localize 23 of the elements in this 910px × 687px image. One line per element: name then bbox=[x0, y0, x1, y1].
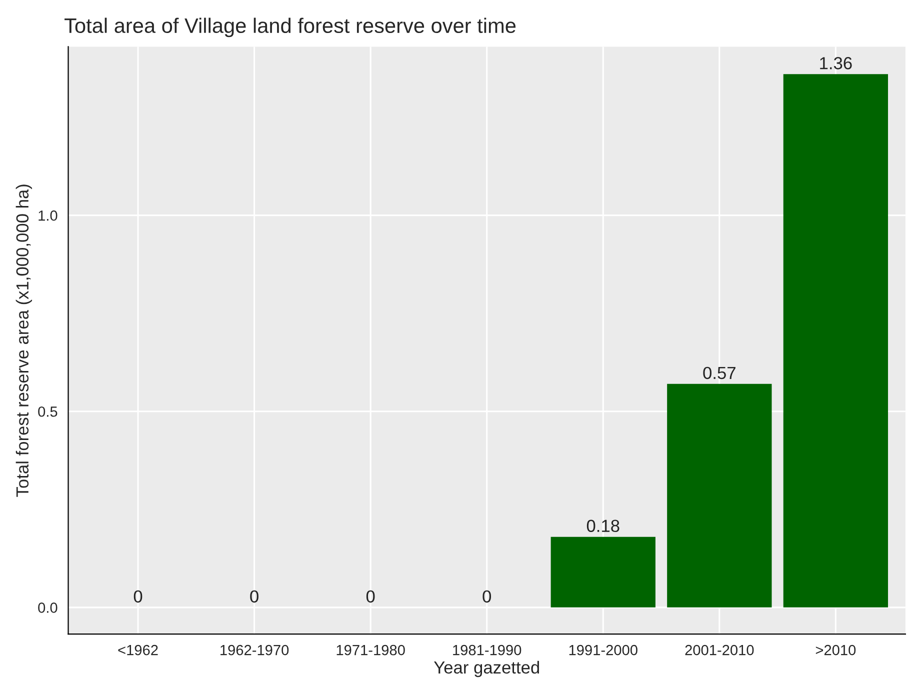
data-label: 0.57 bbox=[703, 366, 736, 380]
data-label: 0.18 bbox=[586, 520, 620, 532]
bar bbox=[550, 536, 656, 608]
x-tick-label: >2010 bbox=[816, 644, 856, 656]
chart-title: Total area of Village land forest reserve over time bbox=[64, 18, 516, 38]
x-tick-label: 1962-1970 bbox=[220, 644, 289, 656]
x-tick-label: 2001-2010 bbox=[685, 644, 754, 656]
data-label: 0 bbox=[134, 590, 142, 603]
y-tick-label: 0.5 bbox=[38, 406, 58, 417]
data-label: 0 bbox=[366, 590, 375, 603]
x-axis-title: Year gazetted bbox=[434, 660, 539, 678]
y-tick-label: 0.0 bbox=[38, 602, 58, 613]
data-label: 0 bbox=[482, 590, 491, 603]
y-tick-label: 1.0 bbox=[38, 210, 58, 221]
y-axis-title: Total forest reserve area (x1,000,000 ha) bbox=[16, 184, 32, 497]
data-label: 0 bbox=[250, 590, 258, 603]
bar bbox=[783, 74, 888, 608]
bar bbox=[667, 384, 772, 608]
data-label: 1.36 bbox=[820, 57, 852, 70]
x-tick-label: 1981-1990 bbox=[453, 644, 522, 656]
x-tick-label: 1991-2000 bbox=[569, 644, 638, 656]
x-tick-label: 1971-1980 bbox=[336, 644, 405, 656]
x-tick-label: <1962 bbox=[118, 644, 158, 656]
